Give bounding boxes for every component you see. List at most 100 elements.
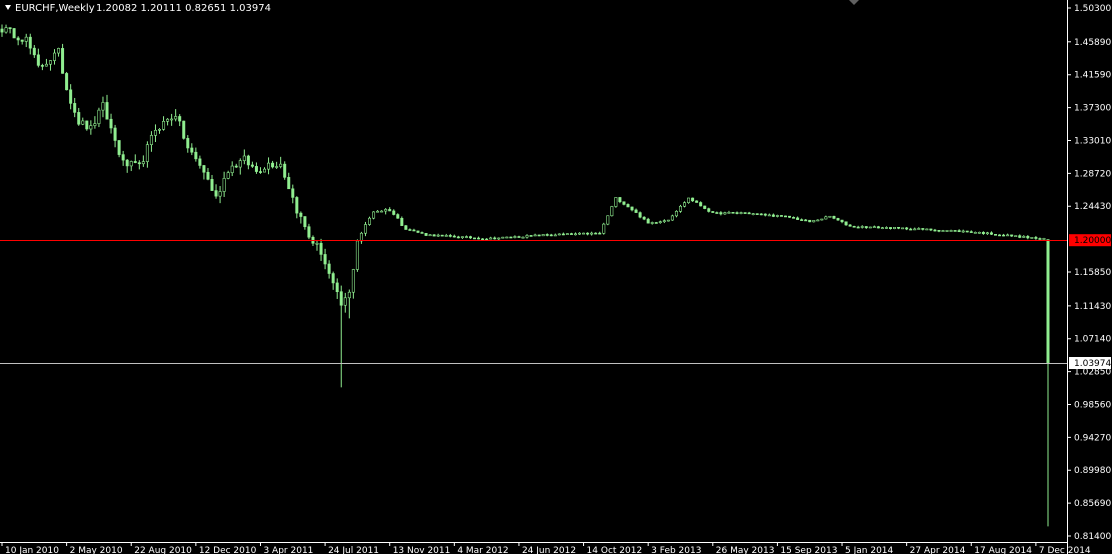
candle-body [509,236,513,239]
candle [642,216,646,221]
candle [525,234,529,239]
candle-body [363,224,367,234]
candle [20,39,24,45]
candle [626,203,630,208]
candle [279,156,283,169]
candle [711,211,715,213]
candle [464,235,468,239]
x-tick-label: 10 Jan 2010 [5,546,59,554]
candle-body [214,190,218,197]
candle-body [993,234,997,236]
candle [36,48,40,68]
candle [723,211,727,215]
candle [852,225,856,228]
candle [808,219,812,223]
candle [283,161,287,180]
candle-body [133,161,137,163]
candle [654,221,658,224]
candle-body [569,233,573,235]
candle [149,131,153,152]
candle [961,229,965,233]
candle-body [1026,236,1030,239]
x-tick-label: 5 Jan 2014 [845,546,893,554]
candle-body [800,219,804,221]
candle-body [674,211,678,217]
candle [416,230,420,234]
candle [468,235,472,239]
candle-body [65,73,69,91]
candle-body [153,129,157,136]
candle-body [751,213,755,215]
candle-body [145,144,149,162]
candle [561,232,565,236]
x-tick-label: 7 Dec 2014 [1039,546,1091,554]
candle [303,216,307,230]
candle-body [238,160,242,168]
candle [949,229,953,232]
candle [368,216,372,226]
candle [254,162,258,174]
candle-body [606,215,610,225]
candle-body [372,211,376,219]
candle-body [258,171,262,173]
candle [307,223,311,240]
candle-body [719,212,723,215]
candle-body [149,135,153,145]
candle [909,227,913,231]
candle-body [162,121,166,130]
candle-body [331,273,335,284]
candle-body [16,37,20,41]
candle [884,226,888,229]
candle [989,231,993,235]
candle [828,215,832,218]
candle [638,211,642,219]
candle [687,197,691,204]
candle [12,28,16,39]
candle [751,212,755,216]
candle-body [876,226,880,229]
candle-body [109,118,113,129]
candle [707,207,711,213]
drag-handle-icon[interactable] [849,0,859,5]
candle-body [880,227,884,229]
candle [783,215,787,218]
candle-body [610,206,614,217]
candle [767,213,771,217]
y-tick-label: 0.85690 [1074,499,1111,509]
candle-body [440,234,444,237]
dropdown-triangle-icon[interactable] [5,5,11,10]
price-axis-labels: 1.50300 1.45890 1.41590 1.37300 1.33010 1.287… [1067,4,1111,542]
candle [517,235,521,238]
candle-body [347,291,351,299]
candle-body [553,234,557,237]
candle [598,231,602,235]
candle-body [210,179,214,191]
candle [0,24,4,37]
x-tick-label: 12 Dec 2010 [199,546,257,554]
candle-body [101,102,105,111]
candle-body [125,159,129,167]
candle-body [586,232,590,235]
candle [335,278,339,299]
candle [590,231,594,236]
candle-body [618,197,622,203]
candle [897,226,901,230]
candle [763,213,767,217]
candle [788,215,792,218]
candle [238,158,242,175]
candle-body [97,109,101,124]
candle [945,230,949,232]
candle-body [985,232,989,235]
candle [343,292,347,313]
candle [267,157,271,175]
candle-body [89,125,93,130]
candle [73,97,77,118]
candle [93,116,97,129]
candle-body [739,212,743,214]
candle [456,235,460,239]
x-tick-label: 17 Aug 2014 [974,546,1032,554]
candle [250,161,254,168]
candle-body [792,217,796,219]
candle-body [638,212,642,218]
